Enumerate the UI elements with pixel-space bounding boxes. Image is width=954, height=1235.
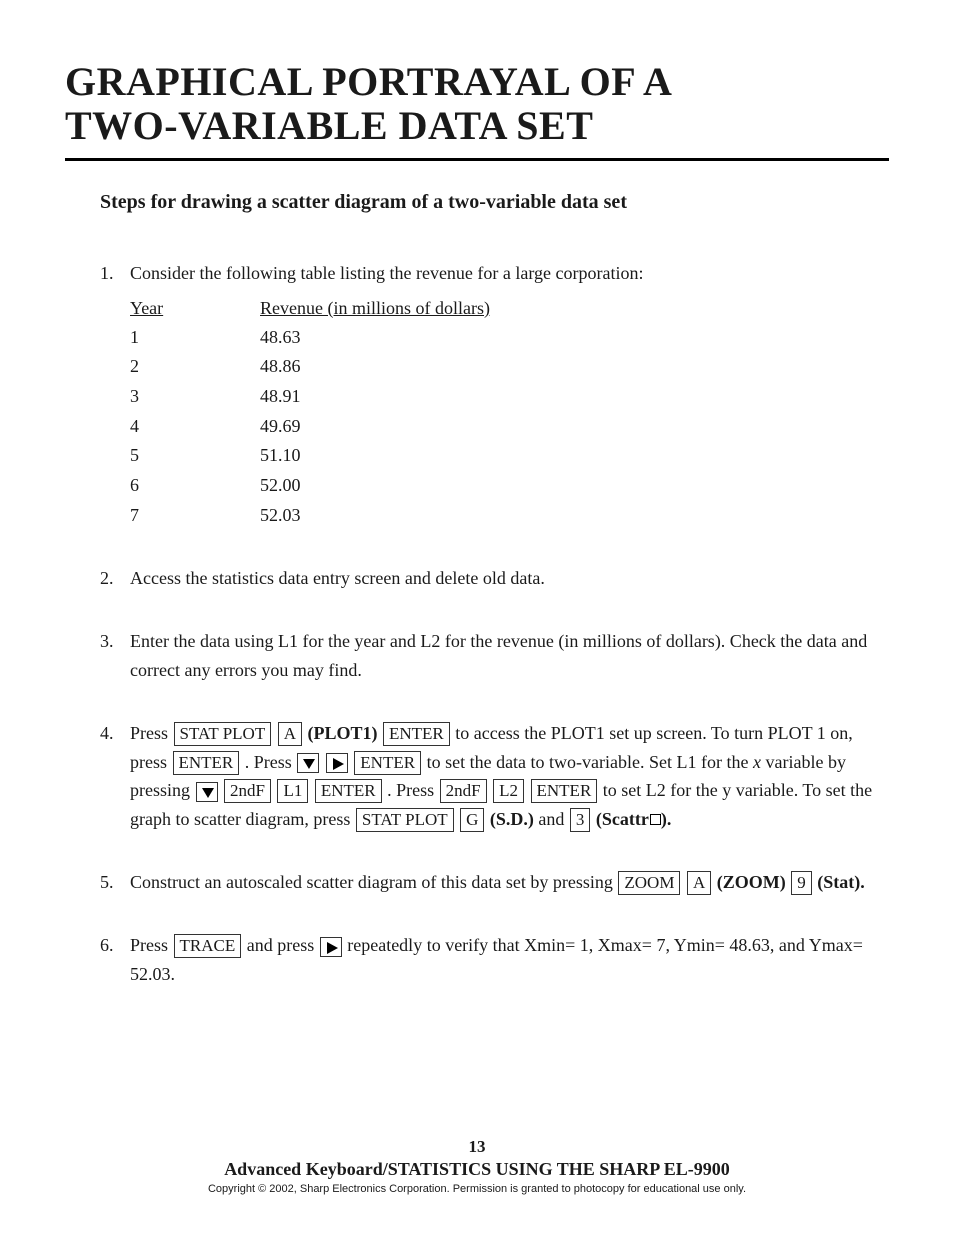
text: . Press — [245, 752, 297, 772]
cell-revenue: 51.10 — [260, 441, 301, 471]
step-6: 6. Press TRACE and press repeatedly to v… — [100, 931, 889, 989]
table-header-year: Year — [130, 294, 260, 323]
plot1-label: (PLOT1) — [308, 723, 378, 743]
cell-revenue: 52.00 — [260, 471, 301, 501]
text: ). — [661, 809, 672, 829]
step-4-text: Press STAT PLOT A (PLOT1) ENTER to acces… — [130, 719, 889, 834]
text: and press — [247, 935, 319, 955]
cell-revenue: 48.63 — [260, 323, 301, 353]
table-row: 752.03 — [130, 501, 889, 531]
scattr-label: (Scattr). — [596, 809, 671, 829]
step-4: 4. Press STAT PLOT A (PLOT1) ENTER to ac… — [100, 719, 889, 834]
down-arrow-icon — [196, 782, 218, 802]
steps-list: 1. Consider the following table listing … — [100, 259, 889, 988]
cell-revenue: 48.91 — [260, 382, 301, 412]
key-a: A — [278, 722, 302, 746]
right-arrow-icon — [326, 753, 348, 773]
right-arrow-icon — [320, 937, 342, 957]
key-stat-plot: STAT PLOT — [356, 808, 454, 832]
step-2-text: Access the statistics data entry screen … — [130, 564, 889, 593]
step-number: 2. — [100, 564, 130, 593]
key-enter: ENTER — [383, 722, 450, 746]
key-2ndf: 2ndF — [440, 779, 487, 803]
page-title: GRAPHICAL PORTRAYAL OF A TWO-VARIABLE DA… — [65, 60, 889, 148]
step-number: 4. — [100, 719, 130, 748]
key-trace: TRACE — [174, 934, 242, 958]
table-row: 248.86 — [130, 352, 889, 382]
sd-label: (S.D.) — [490, 809, 534, 829]
section-heading: Steps for drawing a scatter diagram of a… — [100, 191, 889, 214]
text: to set the data to two-variable. Set L1 … — [427, 752, 753, 772]
text: and — [538, 809, 569, 829]
copyright: Copyright © 2002, Sharp Electronics Corp… — [0, 1183, 954, 1195]
key-enter: ENTER — [531, 779, 598, 803]
cell-revenue: 52.03 — [260, 501, 301, 531]
key-9: 9 — [791, 871, 812, 895]
table-row: 348.91 — [130, 382, 889, 412]
key-enter: ENTER — [173, 751, 240, 775]
key-3: 3 — [570, 808, 591, 832]
stat-label: (Stat). — [817, 872, 865, 892]
step-5-text: Construct an autoscaled scatter diagram … — [130, 868, 889, 897]
step-1-text: Consider the following table listing the… — [130, 263, 644, 283]
text: Construct an autoscaled scatter diagram … — [130, 872, 617, 892]
zoom-label: (ZOOM) — [717, 872, 786, 892]
text: Press — [130, 723, 173, 743]
step-2: 2. Access the statistics data entry scre… — [100, 564, 889, 593]
step-5: 5. Construct an autoscaled scatter diagr… — [100, 868, 889, 897]
key-2ndf: 2ndF — [224, 779, 271, 803]
text: . Press — [387, 780, 439, 800]
step-3: 3. Enter the data using L1 for the year … — [100, 627, 889, 685]
key-enter: ENTER — [354, 751, 421, 775]
cell-year: 5 — [130, 441, 260, 471]
key-enter: ENTER — [315, 779, 382, 803]
table-row: 551.10 — [130, 441, 889, 471]
down-arrow-icon — [297, 753, 319, 773]
square-icon — [650, 814, 661, 825]
table-header-revenue: Revenue (in millions of dollars) — [260, 294, 490, 323]
cell-year: 2 — [130, 352, 260, 382]
key-zoom: ZOOM — [618, 871, 680, 895]
cell-year: 6 — [130, 471, 260, 501]
title-line-2: TWO-VARIABLE DATA SET — [65, 103, 593, 148]
cell-year: 7 — [130, 501, 260, 531]
x-var: x — [753, 752, 761, 772]
book-title: Advanced Keyboard/STATISTICS USING THE S… — [0, 1159, 954, 1180]
title-rule — [65, 158, 889, 161]
table-row: 652.00 — [130, 471, 889, 501]
cell-year: 1 — [130, 323, 260, 353]
step-1: 1. Consider the following table listing … — [100, 259, 889, 530]
title-line-1: GRAPHICAL PORTRAYAL OF A — [65, 59, 672, 104]
key-l1: L1 — [277, 779, 308, 803]
text: (Scattr — [596, 809, 649, 829]
cell-revenue: 49.69 — [260, 412, 301, 442]
cell-year: 3 — [130, 382, 260, 412]
step-number: 5. — [100, 868, 130, 897]
text: Press — [130, 935, 173, 955]
table-row: 449.69 — [130, 412, 889, 442]
page-footer: 13 Advanced Keyboard/STATISTICS USING TH… — [0, 1137, 954, 1195]
step-number: 3. — [100, 627, 130, 656]
key-g: G — [460, 808, 484, 832]
key-l2: L2 — [493, 779, 524, 803]
key-a: A — [687, 871, 711, 895]
step-6-text: Press TRACE and press repeatedly to veri… — [130, 931, 889, 989]
page-number: 13 — [0, 1137, 954, 1157]
cell-revenue: 48.86 — [260, 352, 301, 382]
cell-year: 4 — [130, 412, 260, 442]
step-3-text: Enter the data using L1 for the year and… — [130, 627, 889, 685]
step-number: 1. — [100, 259, 130, 288]
step-number: 6. — [100, 931, 130, 960]
revenue-table: Year Revenue (in millions of dollars) 14… — [130, 294, 889, 531]
key-stat-plot: STAT PLOT — [174, 722, 272, 746]
table-row: 148.63 — [130, 323, 889, 353]
